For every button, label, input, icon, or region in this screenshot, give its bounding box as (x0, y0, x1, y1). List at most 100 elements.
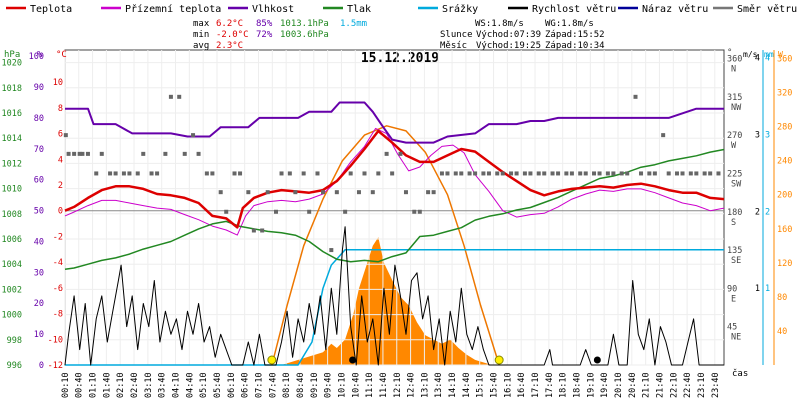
time-tick-label: 18:40 (573, 372, 583, 398)
wind-direction-point (279, 171, 284, 176)
time-tick-label: 04:10 (172, 372, 182, 398)
wind-direction-point (619, 171, 624, 176)
stat-label: max (193, 19, 210, 29)
time-tick-label: 19:40 (600, 372, 610, 398)
humidity-tick-label: 40 (34, 237, 44, 247)
wind-direction-point (486, 171, 491, 176)
direction-tick-label: 315 (727, 93, 742, 103)
wind-direction-point (597, 171, 602, 176)
hpa-axis-unit: hPa (4, 50, 20, 60)
wind-direction-point (694, 171, 699, 176)
wind-direction-point (287, 171, 292, 176)
wind-direction-point (121, 171, 126, 176)
time-tick-label: 13:40 (434, 372, 444, 398)
rain-axis-unit: mm (764, 50, 774, 59)
time-tick-label: 05:10 (199, 372, 209, 398)
temperature-tick-label: 2 (58, 181, 63, 191)
direction-tick-name: SE (731, 256, 741, 266)
legend-label-naraz-vetru: Náraz větru (642, 3, 708, 15)
direction-tick-label: 135 (727, 246, 742, 256)
wind-axis-unit: m/s (743, 50, 758, 59)
temperature-tick-label: -4 (53, 258, 63, 268)
stat-pressure: 1003.6hPa (280, 30, 329, 40)
wind-speed-tick-label: 1 (755, 284, 760, 294)
time-tick-label: 01:10 (89, 372, 99, 398)
direction-tick-name: E (731, 294, 736, 304)
direction-tick-label: 270 (727, 131, 742, 141)
wind-direction-point (315, 171, 320, 176)
time-tick-label: 14:40 (462, 372, 472, 398)
wind-direction-point (99, 151, 104, 156)
wind-direction-point (182, 151, 187, 156)
wind-direction-point (564, 171, 569, 176)
time-tick-label: 15:10 (476, 372, 486, 398)
wind-direction-point (63, 133, 68, 138)
wind-direction-point (149, 171, 154, 176)
direction-tick-name: W (731, 141, 737, 151)
wind-direction-point (390, 171, 395, 176)
solar-tick-label: 120 (777, 259, 792, 269)
wind-direction-point (384, 151, 389, 156)
wind-direction-point (556, 171, 561, 176)
wind-direction-point (77, 151, 82, 156)
sun-label: Slunce (440, 30, 473, 40)
wind-direction-point (191, 133, 196, 138)
wind-speed-tick-label: 3 (755, 131, 760, 141)
time-tick-label: 21:40 (655, 372, 665, 398)
stat-label: min (193, 30, 209, 40)
solar-tick-label: 160 (777, 225, 792, 235)
legend-label-vlhkost: Vlhkost (252, 4, 294, 15)
wind-direction-point (348, 171, 353, 176)
humidity-tick-label: 90 (34, 83, 44, 93)
time-tick-label: 18:10 (559, 372, 569, 398)
wind-direction-point (66, 151, 71, 156)
wind-direction-point (633, 94, 638, 99)
rain-tick-label: 2 (765, 207, 770, 217)
time-tick-label: 23:40 (711, 372, 721, 398)
time-tick-label: 07:10 (254, 372, 264, 398)
time-tick-label: 09:40 (324, 372, 334, 398)
time-tick-label: 20:40 (628, 372, 638, 398)
hpa-tick-label: 1020 (2, 59, 22, 69)
solar-tick-label: 80 (777, 293, 787, 303)
solar-radiation-fill (281, 237, 492, 365)
wind-speed-tick-label: 4 (755, 54, 760, 64)
wind-direction-point (334, 190, 339, 195)
solar-tick-label: 280 (777, 123, 792, 133)
legend-label-teplota: Teplota (30, 4, 72, 15)
moon-label: Měsíc (440, 41, 467, 51)
legend: Teplota Přízemní teplota Vlhkost Tlak Srážky… (6, 3, 797, 15)
series-line-vlhkost (65, 101, 724, 144)
time-tick-label: 17:10 (531, 372, 541, 398)
time-tick-label: 22:40 (683, 372, 693, 398)
wind-direction-point (301, 171, 306, 176)
temperature-tick-label: 0 (58, 207, 63, 217)
wind-direction-point (155, 171, 160, 176)
temperature-tick-label: 6 (58, 130, 63, 140)
wind-direction-point (426, 190, 431, 195)
chart-title: 15.12.2019 (361, 51, 439, 66)
wind-direction-point (592, 171, 597, 176)
solar-tick-label: 240 (777, 157, 792, 167)
wind-direction-point (246, 190, 251, 195)
legend-label-smer-vetru: Směr větru (737, 3, 797, 15)
legend-label-prizemni-teplota: Přízemní teplota (125, 3, 221, 15)
sun-moon-markers (267, 355, 601, 365)
solar-tick-label: 360 (777, 55, 792, 65)
hpa-tick-label: 1002 (2, 285, 22, 295)
solar-tick-label: 320 (777, 89, 792, 99)
wind-direction-point (163, 151, 168, 156)
stat-rain: 1.5mm (340, 19, 367, 29)
stat-temp: 6.2°C (216, 19, 243, 29)
direction-tick-name: N (731, 65, 736, 75)
wind-direction-point (528, 171, 533, 176)
time-tick-label: 03:10 (144, 372, 154, 398)
temperature-axis-unit: °C (56, 50, 67, 60)
humidity-tick-label: 70 (34, 145, 44, 155)
series-layer (63, 94, 725, 366)
humidity-tick-label: 0 (39, 361, 44, 371)
sunrise-info: Východ:07:39 (476, 30, 541, 40)
wind-direction-point (550, 171, 555, 176)
temperature-tick-label: -2 (53, 232, 63, 242)
